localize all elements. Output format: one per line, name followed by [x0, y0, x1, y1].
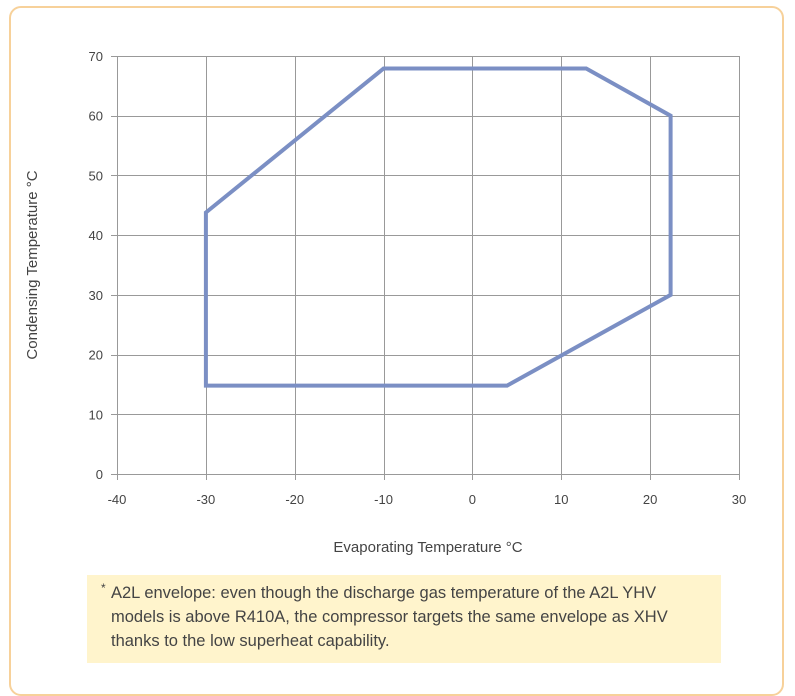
x-tick-label: 20	[643, 492, 657, 507]
note-marker: *	[101, 581, 106, 595]
tick-labels: -40 -30 -20 -10 0 10 20 30 0 10 20 30 40 50 60 70	[89, 49, 747, 507]
operating-envelope-line	[203, 66, 673, 388]
y-tick-label: 40	[89, 228, 103, 243]
chart-svg: -40 -30 -20 -10 0 10 20 30 0 10 20 30 40 50 60 70 Evapo…	[24, 49, 747, 556]
series-layer	[203, 66, 673, 388]
envelope-note: * A2L envelope: even though the discharg…	[87, 575, 721, 663]
y-tick-label: 10	[89, 407, 103, 422]
y-tick-label: 60	[89, 109, 103, 124]
y-tick-label: 20	[89, 348, 103, 363]
y-axis-title: Condensing Temperature °C	[24, 170, 41, 359]
y-tick-label: 30	[89, 288, 103, 303]
x-tick-label: 30	[732, 492, 746, 507]
x-tick-label: 10	[554, 492, 568, 507]
grid	[111, 56, 740, 480]
y-tick-label: 70	[89, 49, 103, 64]
y-tick-label: 50	[89, 168, 103, 183]
y-tick-label: 0	[96, 467, 103, 482]
plot-area	[117, 56, 739, 474]
x-tick-label: -20	[285, 492, 304, 507]
x-tick-label: -10	[374, 492, 393, 507]
x-axis-title: Evaporating Temperature °C	[333, 539, 522, 556]
x-tick-label: 0	[469, 492, 476, 507]
x-tick-label: -30	[196, 492, 215, 507]
x-tick-label: -40	[108, 492, 127, 507]
note-text: A2L envelope: even though the discharge …	[111, 584, 668, 650]
